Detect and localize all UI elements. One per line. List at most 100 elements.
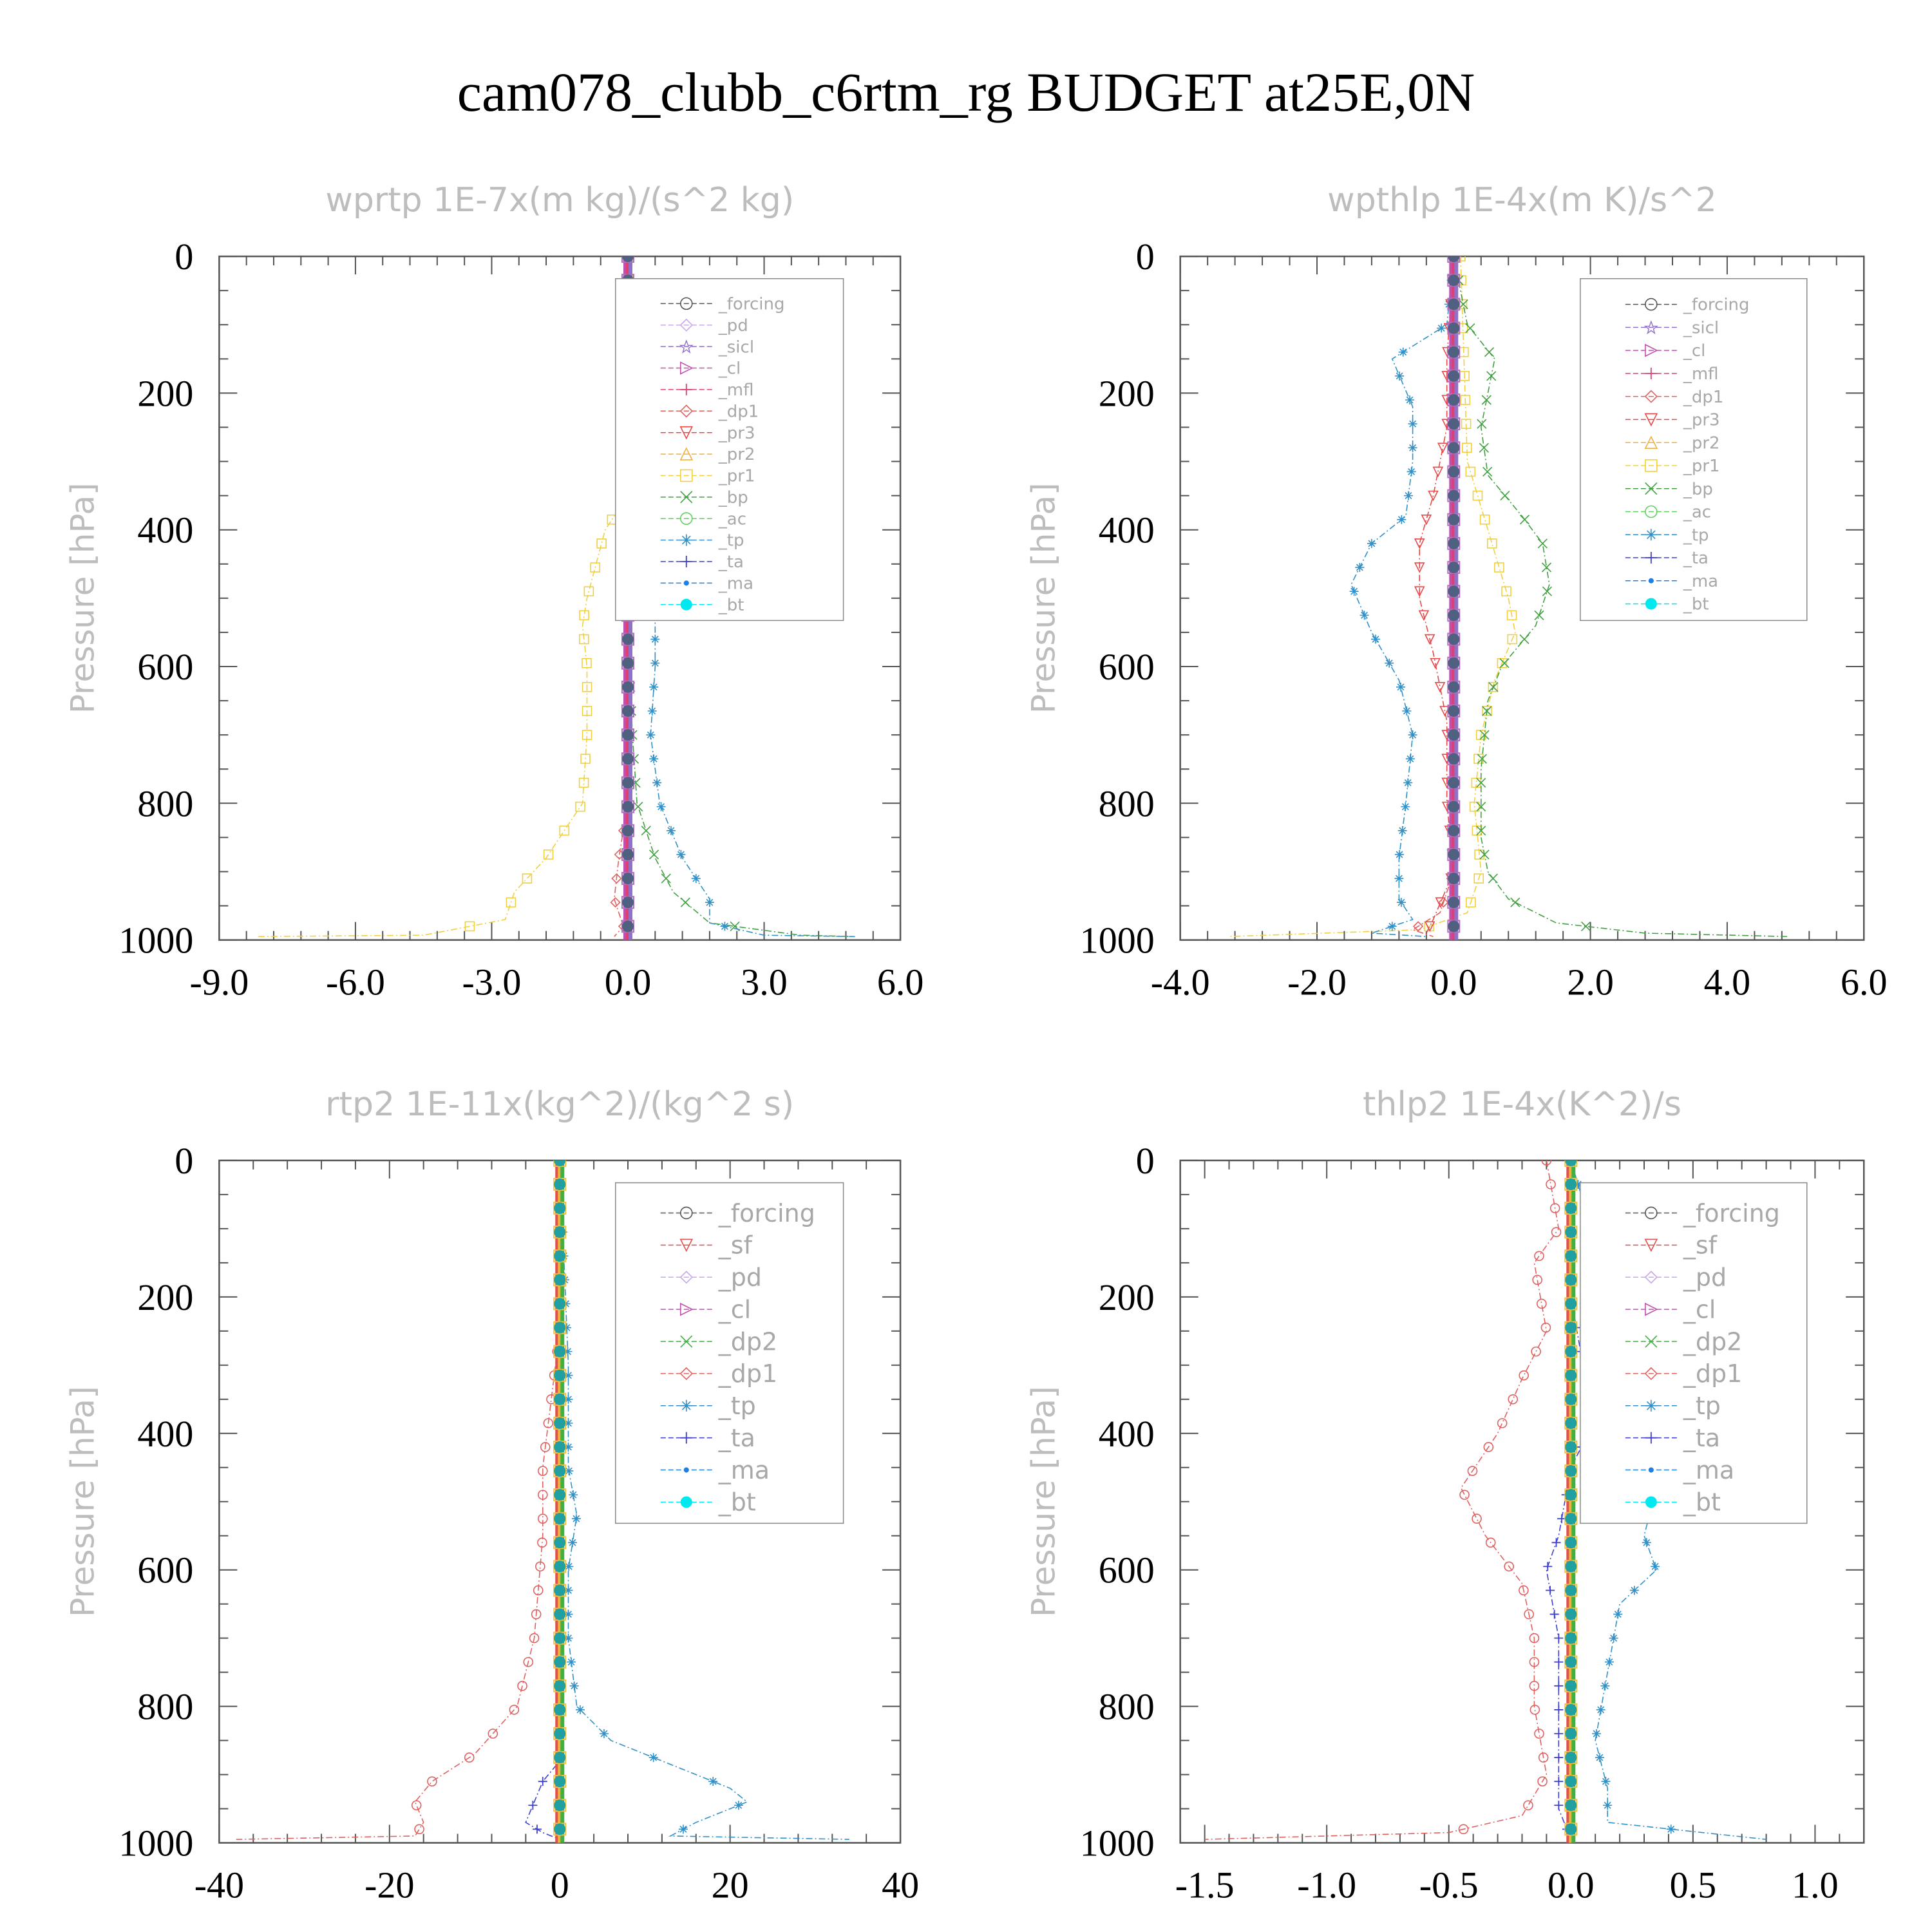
x-tick-label: -9.0	[189, 961, 249, 1003]
data-point	[1523, 1800, 1533, 1811]
legend: _forcing _sicl _cl _mfl _dp1 _pr3 _pr2 _pr1 _bp _…	[1580, 278, 1808, 621]
y-tick-label: 200	[1099, 1276, 1155, 1318]
data-point	[1405, 395, 1415, 404]
x-tick-label: 3.0	[741, 961, 788, 1003]
legend-marker	[1645, 529, 1657, 541]
data-point	[1458, 299, 1468, 309]
data-point	[1603, 1801, 1613, 1810]
legend-label: _tp	[718, 1392, 756, 1420]
data-point	[1402, 706, 1412, 715]
data-point	[1534, 610, 1544, 620]
series-line	[1419, 256, 1455, 934]
data-point	[1486, 538, 1497, 549]
data-point	[1479, 514, 1490, 525]
data-point	[509, 1705, 520, 1715]
data-point	[1482, 706, 1492, 716]
legend-marker	[679, 1238, 694, 1253]
y-axis-label: Pressure [hPa]	[1025, 483, 1063, 714]
legend-marker	[1644, 390, 1658, 403]
legend-label: _pr3	[1683, 411, 1720, 430]
data-point	[590, 562, 601, 573]
data-point	[1580, 921, 1591, 931]
data-point	[1476, 802, 1486, 812]
bt-marker	[554, 1584, 566, 1596]
data-point	[1508, 1394, 1519, 1405]
legend-marker	[679, 447, 694, 460]
legend-label: _ma	[718, 1456, 770, 1484]
bt-marker	[1448, 466, 1460, 478]
bt-marker	[1448, 562, 1460, 574]
legend: _forcing_pd_sicl_cl _mfl _dp1 _pr3 _pr2 _pr1 _…	[615, 278, 844, 621]
data-point	[1554, 1801, 1564, 1810]
data-point	[649, 754, 659, 764]
data-point	[559, 825, 570, 836]
bt-marker	[554, 1298, 566, 1310]
x-tick-label: -0.5	[1419, 1864, 1479, 1906]
data-point	[540, 1442, 551, 1452]
data-point	[579, 634, 589, 645]
data-point	[571, 1514, 581, 1524]
y-tick-label: 1000	[1080, 1823, 1155, 1864]
data-point	[563, 1347, 573, 1356]
legend-marker	[679, 426, 694, 440]
x-tick-label: 2.0	[1567, 961, 1614, 1003]
data-point	[1666, 1824, 1676, 1834]
bt-marker	[1448, 609, 1460, 621]
data-point	[1540, 1322, 1551, 1333]
panel-title: wprtp 1E-7x(m kg)/(s^2 kg)	[325, 181, 794, 220]
data-point	[1455, 256, 1466, 261]
legend-marker	[680, 556, 692, 567]
data-point	[1437, 323, 1446, 333]
data-point	[1349, 587, 1359, 596]
data-point	[1424, 634, 1435, 645]
bt-marker	[554, 1656, 566, 1668]
bt-marker	[554, 1441, 566, 1453]
legend-label: _tp	[1683, 1392, 1721, 1420]
zero-terms	[553, 1160, 567, 1843]
y-tick-label: 600	[137, 646, 193, 688]
plot-area	[236, 1160, 849, 1843]
bt-marker	[554, 1250, 566, 1262]
x-tick-label: 0.0	[605, 961, 652, 1003]
data-point	[1397, 826, 1407, 835]
data-point	[583, 586, 594, 597]
bt-marker	[554, 1608, 566, 1620]
bt-marker	[1565, 1608, 1577, 1620]
bt-marker	[622, 705, 634, 717]
bt-marker	[1448, 585, 1460, 598]
data-point	[1484, 347, 1495, 357]
legend-label: _mfl	[1683, 365, 1719, 384]
legend-marker	[680, 534, 692, 546]
data-point	[531, 1609, 542, 1620]
legend: _forcing _sf _pd _cl _dp2 _dp1 _tp _ta _ma _bt	[615, 1182, 844, 1524]
series-line	[1350, 256, 1455, 938]
bt-marker	[554, 1202, 566, 1215]
data-point	[568, 1538, 578, 1548]
x-tick-label: 6.0	[877, 961, 924, 1003]
data-point	[1406, 467, 1416, 477]
panel-3: rtp2 1E-11x(kg^2)/(kg^2 s) Pressure [hPa]…	[64, 1085, 919, 1906]
legend-label: _bt	[1683, 595, 1709, 614]
bt-marker	[1448, 657, 1460, 669]
data-point	[564, 1442, 573, 1452]
data-point	[1534, 1251, 1544, 1262]
legend-label: _dp2	[718, 1327, 777, 1356]
legend-marker	[680, 598, 692, 611]
data-point	[705, 898, 714, 907]
bt-marker	[1565, 1752, 1577, 1764]
legend-label: _pr1	[718, 467, 755, 486]
data-point	[569, 1681, 579, 1690]
data-point	[1629, 1586, 1639, 1595]
bt-marker	[1565, 1369, 1577, 1381]
bt-marker	[554, 1321, 566, 1334]
bt-marker	[554, 1274, 566, 1286]
data-point	[1488, 873, 1498, 884]
bt-marker	[554, 1799, 566, 1812]
data-point	[649, 1753, 658, 1763]
data-point	[1473, 753, 1484, 764]
bt-marker	[1565, 1560, 1577, 1573]
bt-marker	[1565, 1226, 1577, 1238]
data-point	[569, 1490, 578, 1500]
data-point	[1412, 921, 1424, 932]
legend-marker	[680, 1432, 692, 1444]
